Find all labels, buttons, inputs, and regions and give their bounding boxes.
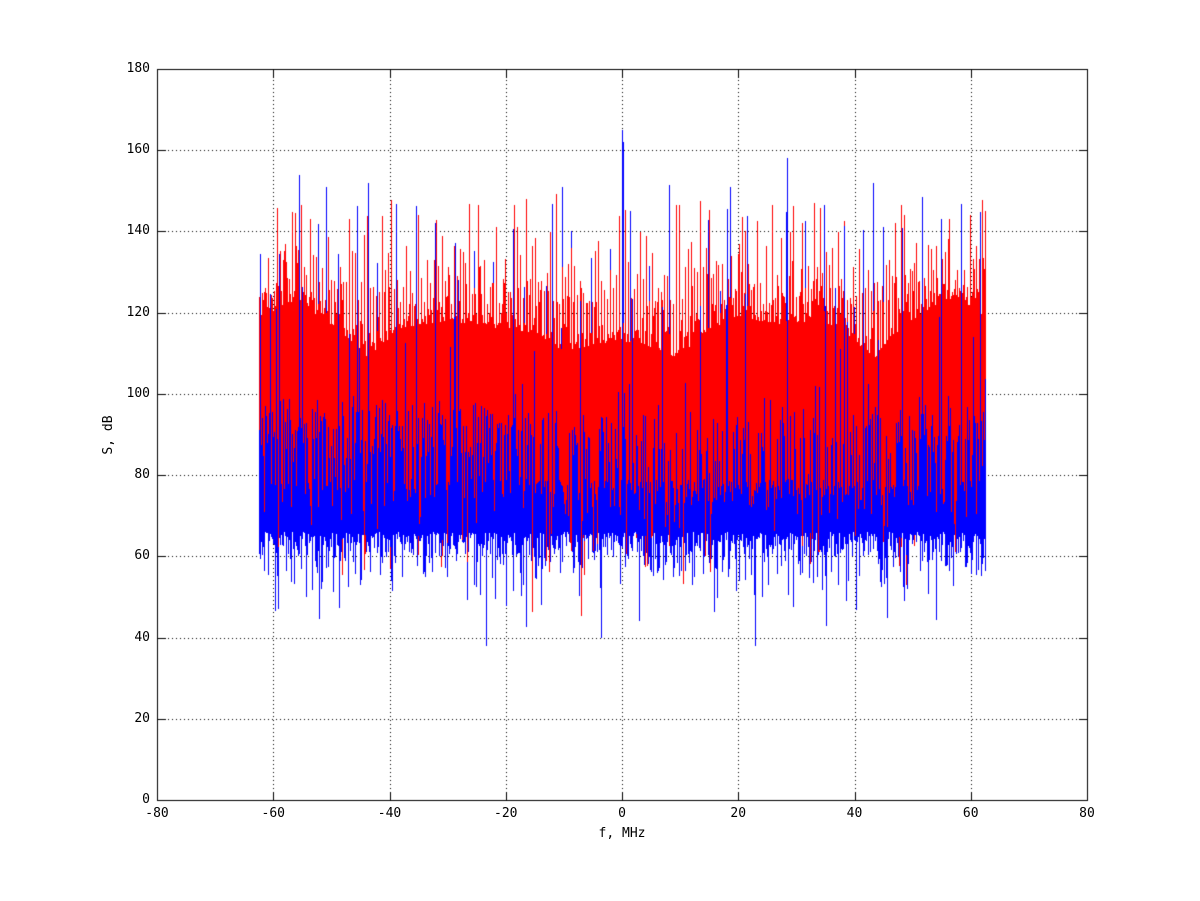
x-tick-label: -40 bbox=[377, 806, 402, 821]
y-tick-label: 160 bbox=[126, 142, 150, 158]
x-axis-label: f, MHz bbox=[598, 826, 646, 841]
x-tick-label: -20 bbox=[494, 806, 518, 821]
y-axis-label: S, dB bbox=[101, 414, 116, 455]
y-tick-label: 20 bbox=[134, 710, 150, 726]
x-tick-label: 20 bbox=[730, 806, 747, 821]
y-tick-label: 80 bbox=[134, 467, 150, 483]
y-tick-label: 100 bbox=[126, 385, 150, 401]
x-tick-label: -60 bbox=[261, 806, 285, 821]
x-tick-label: 0 bbox=[618, 806, 626, 821]
y-tick-label: 140 bbox=[126, 223, 150, 239]
x-tick-label: 40 bbox=[846, 806, 863, 821]
x-tick-label: -80 bbox=[145, 806, 169, 821]
y-tick-label: 60 bbox=[134, 548, 150, 564]
y-tick-label: 40 bbox=[134, 629, 150, 645]
y-tick-label: 180 bbox=[126, 61, 150, 76]
x-tick-label: 60 bbox=[962, 806, 979, 821]
y-tick-label: 0 bbox=[142, 792, 150, 807]
y-tick-label: 120 bbox=[126, 304, 150, 320]
x-tick-label: 80 bbox=[1079, 806, 1095, 821]
